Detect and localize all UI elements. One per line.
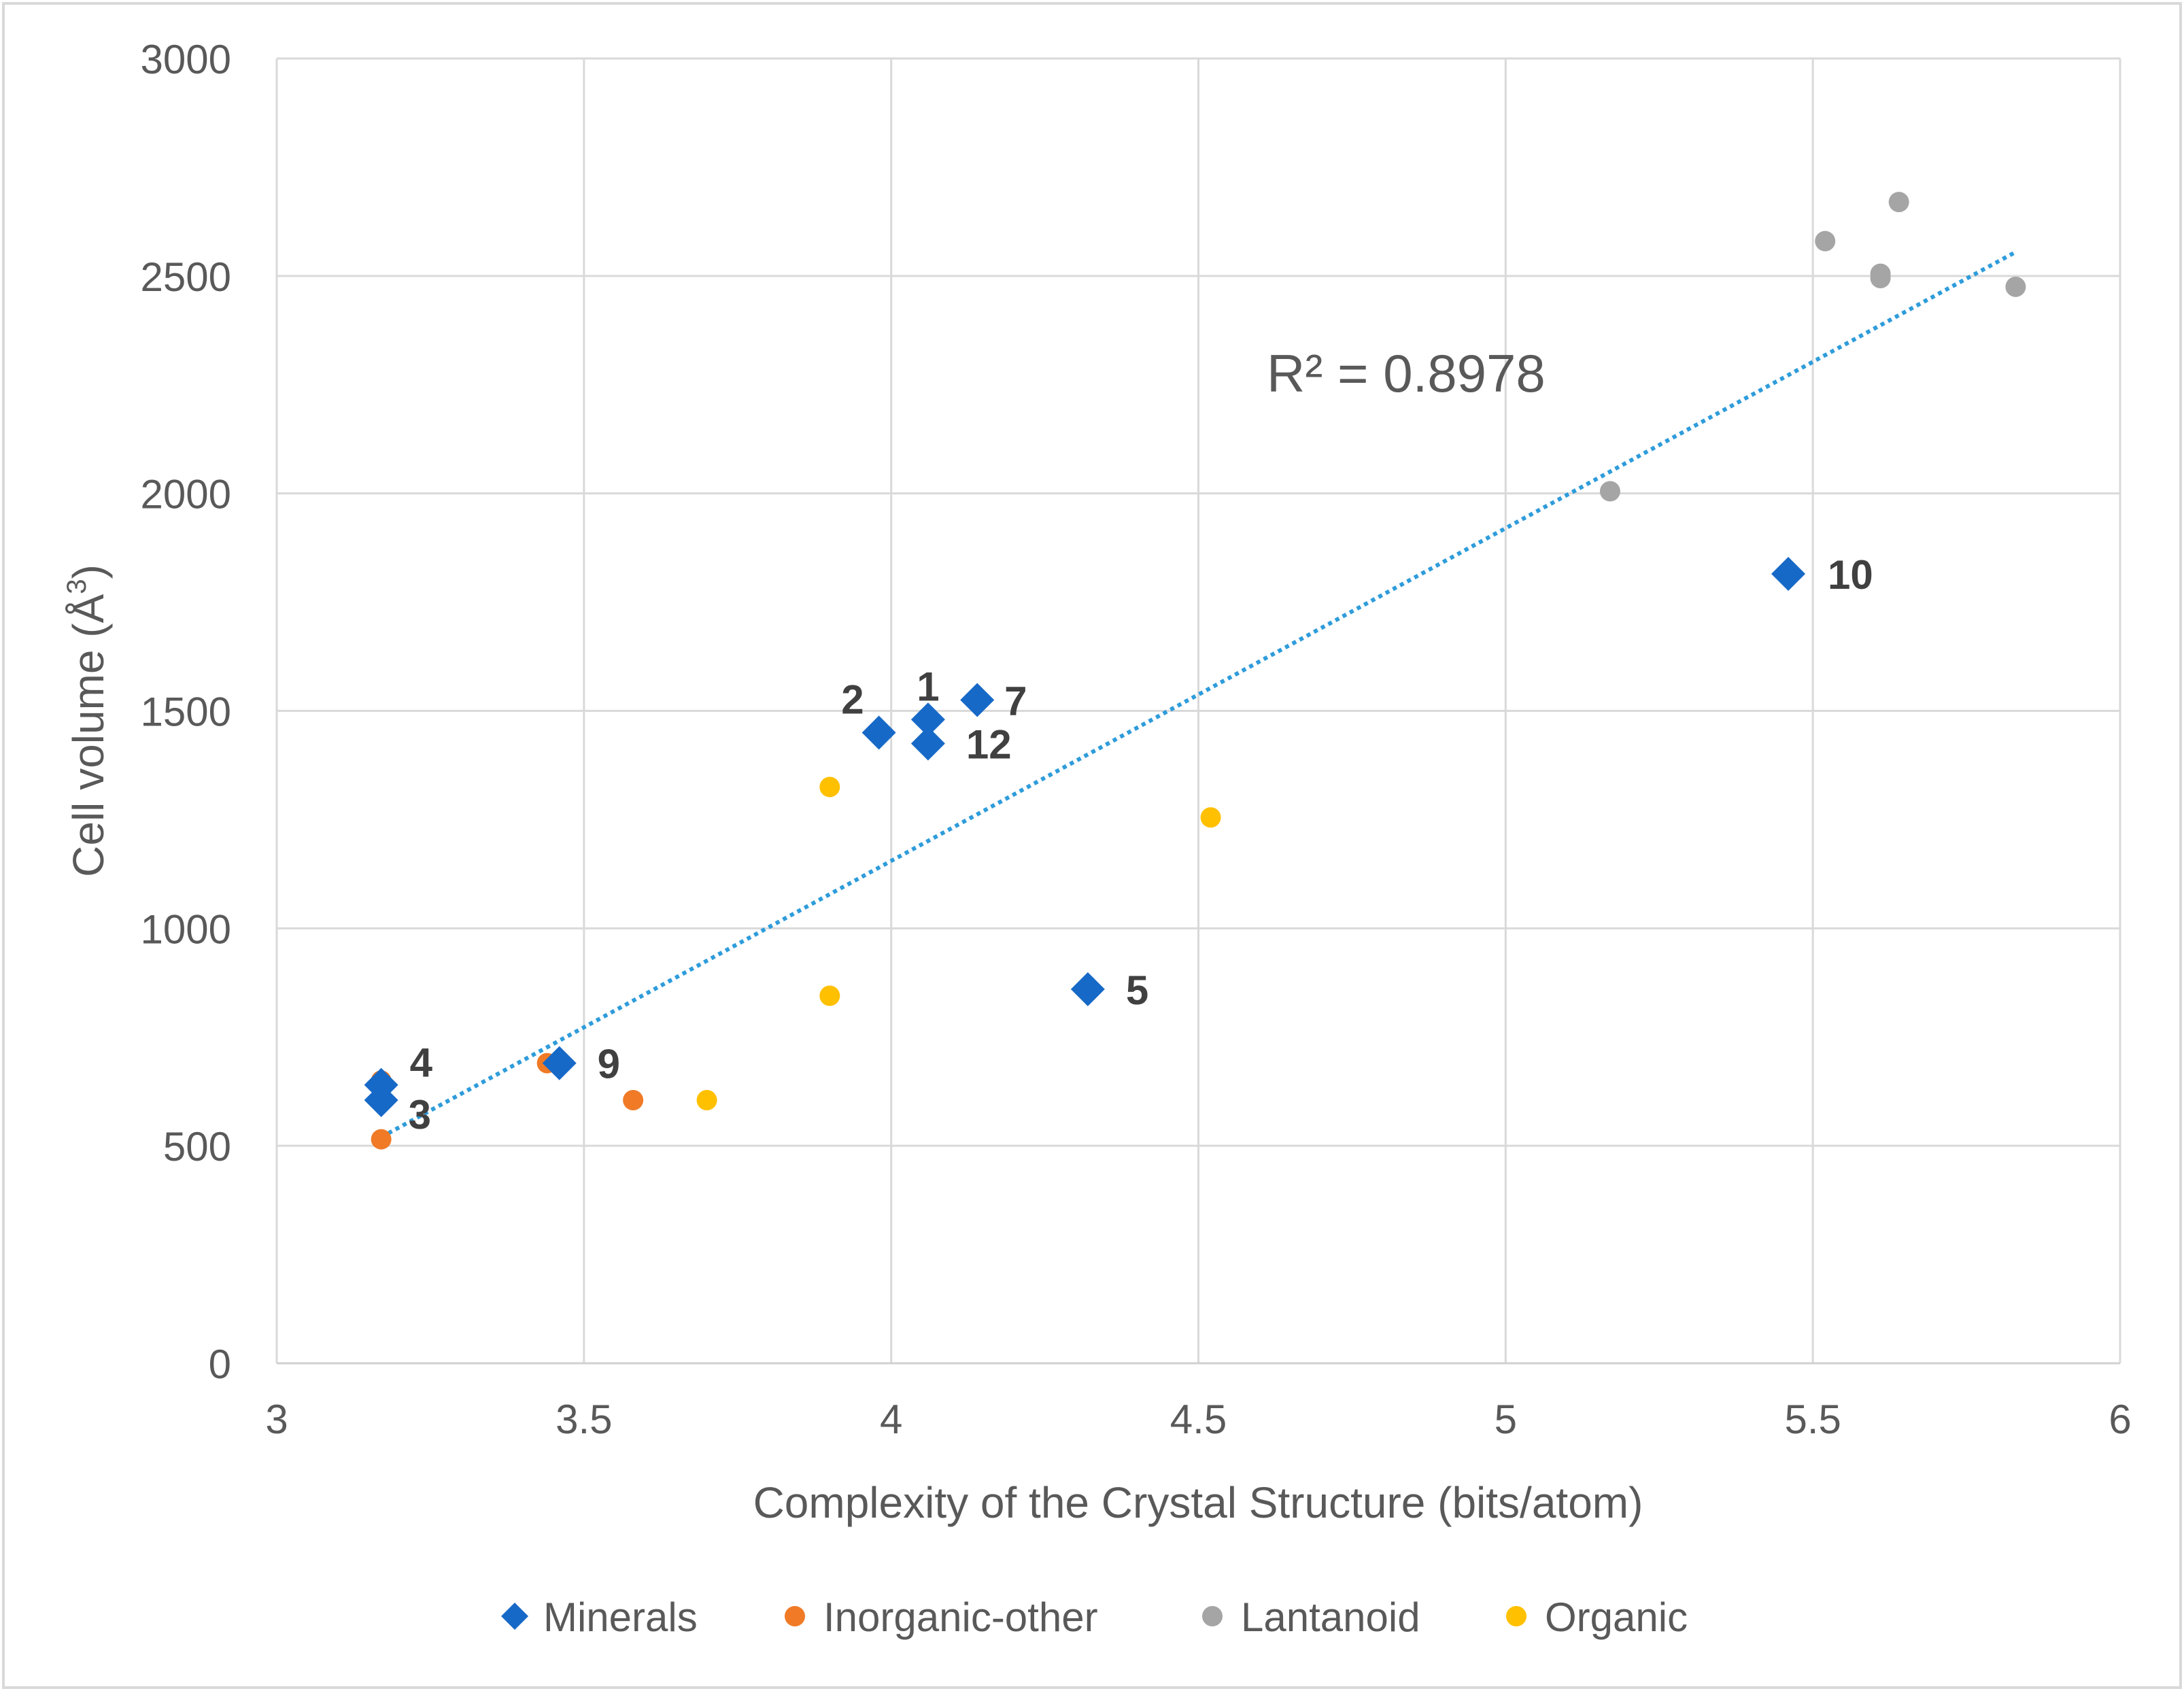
data-point-circle — [819, 776, 840, 798]
point-label: 5 — [1126, 968, 1148, 1013]
y-axis-title: Cell volume (Å3) — [62, 564, 113, 877]
y-axis-title-end: ) — [64, 564, 113, 579]
data-point-diamond — [861, 715, 896, 750]
x-tick-label: 5.5 — [1784, 1397, 1841, 1442]
data-point-diamond — [910, 726, 945, 761]
data-point-circle — [819, 985, 840, 1006]
r-squared-label: R² = 0.8978 — [1267, 343, 1546, 403]
legend: Minerals Inorganic-other Lantanoid Organic — [501, 1594, 1688, 1640]
x-tick-label: 4.5 — [1170, 1397, 1227, 1442]
legend-label: Minerals — [543, 1594, 698, 1640]
x-tick-label: 5 — [1495, 1397, 1517, 1442]
data-point-circle — [2005, 276, 2026, 297]
legend-marker-circle — [785, 1606, 805, 1626]
data-point-circle — [1870, 268, 1891, 289]
data-point-circle — [1815, 230, 1836, 252]
x-tick-label: 3.5 — [556, 1397, 612, 1442]
legend-marker-diamond — [501, 1603, 528, 1630]
y-tick-label: 0 — [209, 1342, 231, 1387]
point-label: 1 — [917, 664, 939, 709]
data-point-diamond — [364, 1083, 398, 1118]
data-point-diamond — [1771, 557, 1806, 592]
data-point-circle — [1200, 807, 1221, 828]
point-label: 12 — [966, 721, 1012, 767]
data-point-diamond — [542, 1046, 577, 1080]
legend-label: Organic — [1545, 1594, 1688, 1640]
data-point-diamond — [1070, 972, 1105, 1006]
x-tick-label: 4 — [880, 1397, 902, 1442]
x-tick-label: 3 — [265, 1397, 288, 1442]
y-tick-label: 2000 — [141, 472, 231, 517]
legend-label: Inorganic-other — [823, 1594, 1098, 1640]
y-tick-label: 1500 — [141, 689, 231, 735]
data-point-circle — [371, 1129, 392, 1150]
y-tick-label: 1000 — [141, 906, 231, 952]
point-label: 3 — [409, 1092, 431, 1138]
data-point-circle — [623, 1090, 644, 1111]
data-point-circle — [1888, 192, 1909, 213]
x-tick-label: 6 — [2109, 1397, 2131, 1442]
point-label: 4 — [410, 1040, 433, 1086]
point-label: 2 — [841, 677, 864, 722]
y-tick-label: 3000 — [141, 37, 231, 82]
y-tick-label: 500 — [163, 1124, 231, 1169]
legend-marker-circle — [1202, 1606, 1223, 1626]
y-tick-label: 2500 — [141, 254, 231, 300]
x-tick-labels: 3 3.5 4 4.5 5 5.5 6 — [265, 1397, 2131, 1442]
data-point-circle — [1599, 481, 1620, 502]
data-points — [364, 192, 2026, 1150]
legend-label: Lantanoid — [1241, 1594, 1420, 1640]
legend-marker-circle — [1506, 1606, 1526, 1626]
data-point-circle — [696, 1090, 717, 1111]
point-label: 7 — [1004, 679, 1027, 724]
gridlines — [275, 57, 2121, 1363]
point-label: 10 — [1828, 552, 1873, 598]
x-axis-title: Complexity of the Crystal Structure (bit… — [753, 1478, 1643, 1527]
point-label: 9 — [598, 1042, 620, 1087]
y-tick-labels: 0 500 1000 1500 2000 2500 3000 — [141, 37, 231, 1387]
data-point-diamond — [960, 683, 995, 717]
data-point-diamond — [910, 702, 945, 737]
y-axis-title-superscript: 3 — [62, 579, 92, 594]
y-axis-title-base: Cell volume (Å — [64, 594, 113, 876]
point-labels: 4 3 9 2 1 127 5 10 — [409, 552, 1873, 1138]
